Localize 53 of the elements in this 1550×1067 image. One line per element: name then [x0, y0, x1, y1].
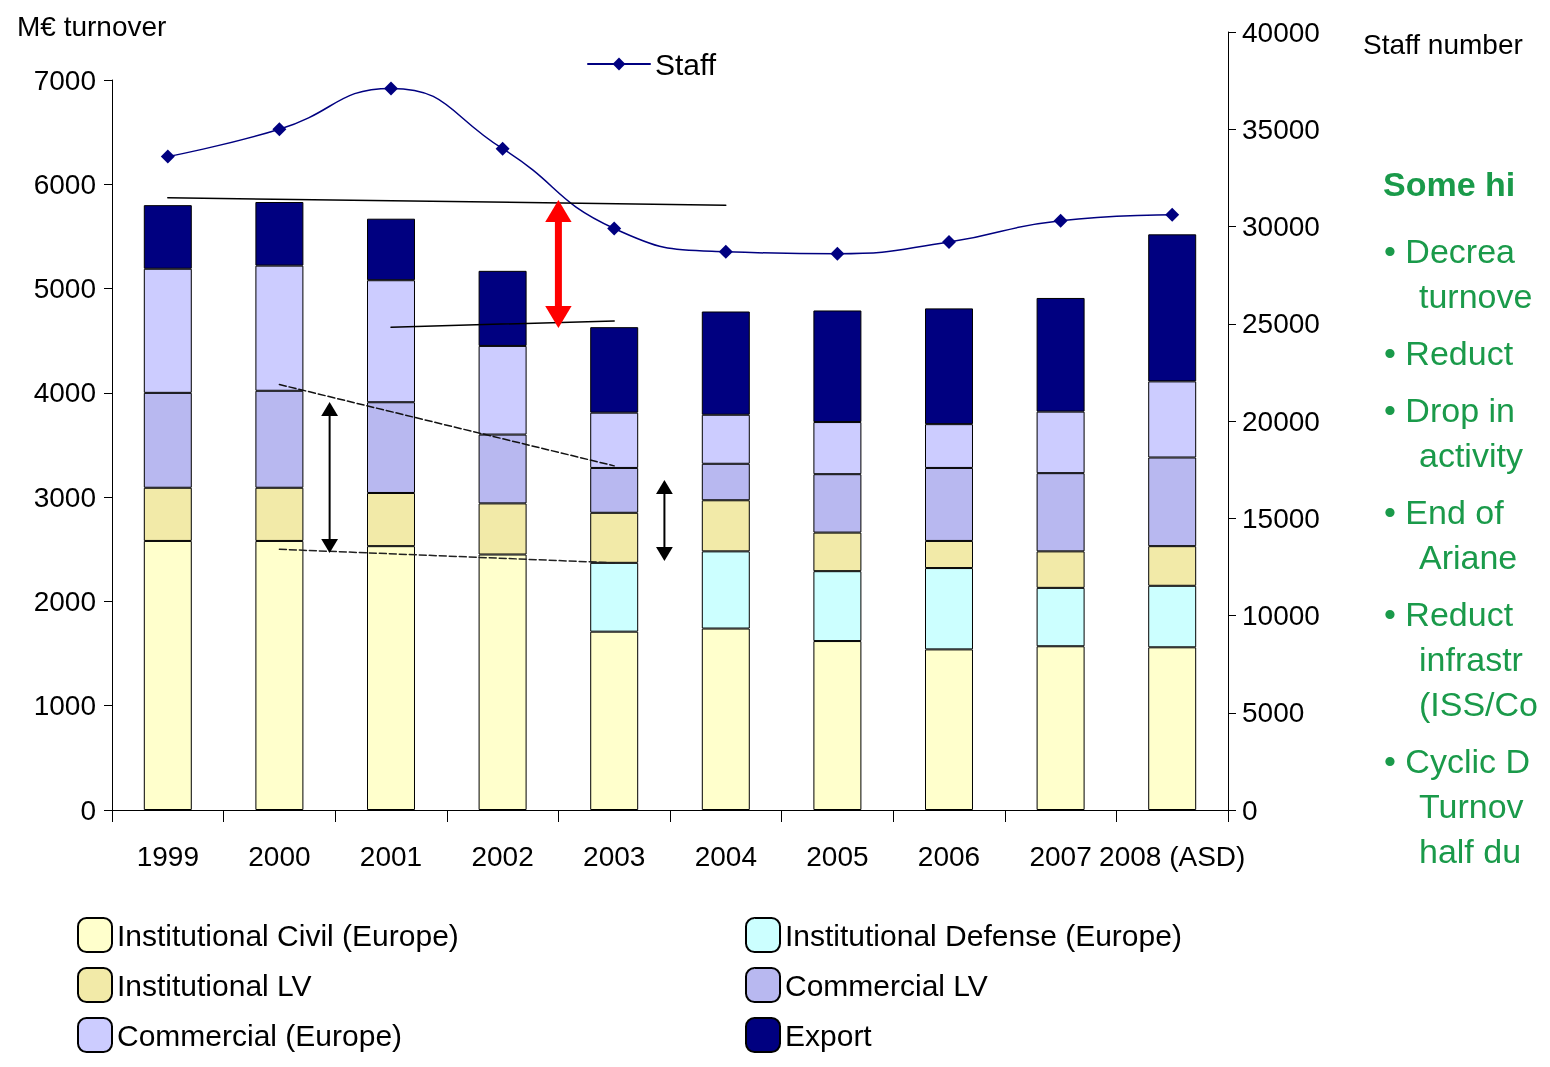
y-tick-label: 0 — [80, 794, 96, 826]
y2-tick-label: 30000 — [1242, 211, 1320, 242]
point — [1053, 213, 1068, 228]
y2-tick-label: 25000 — [1242, 308, 1320, 340]
y-tick-label: 2000 — [33, 585, 96, 617]
text: Some hi — [1383, 165, 1516, 203]
y-tick-label: 5000 — [33, 273, 96, 305]
y2-tick-label: 40000 — [1242, 16, 1320, 48]
text: • Decrea turnove — [1384, 232, 1533, 315]
point — [272, 122, 287, 137]
y-tick-label: 4000 — [33, 377, 96, 409]
text: • Drop in activity — [1384, 391, 1523, 474]
y-tick-label: 1000 — [33, 690, 96, 722]
legend-label: Export — [785, 1018, 873, 1052]
legend-label: Institutional Civil (Europe) — [117, 918, 459, 952]
x-tick-label: 2004 — [694, 840, 757, 872]
legend-label: Institutional LV — [117, 968, 312, 1002]
y2-tick-label: 10000 — [1242, 600, 1320, 631]
point — [718, 244, 733, 259]
y-tick-label: 7000 — [33, 64, 96, 96]
legend-label: Commercial LV — [785, 968, 988, 1002]
point — [607, 221, 622, 236]
x-tick-label: 2003 — [583, 840, 646, 872]
legend-label: Staff — [655, 47, 717, 81]
x-tick-label: 2002 — [471, 840, 534, 872]
point — [495, 141, 510, 156]
text: • Reduct — [1384, 334, 1514, 372]
x-tick-label: 2008 (ASD) — [1099, 840, 1246, 872]
point — [830, 246, 845, 261]
y2-tick-label: 5000 — [1242, 697, 1305, 729]
point — [384, 81, 398, 96]
text: • Reduct infrastr (ISS/Co — [1384, 595, 1539, 723]
y2-tick-label: 35000 — [1242, 113, 1320, 145]
point — [942, 235, 956, 250]
point — [160, 149, 175, 164]
y2-axis-title: Staff number — [1363, 28, 1523, 60]
x-tick-label: 2007 — [1029, 840, 1092, 872]
y-axis-title: M€ turnover — [17, 10, 167, 42]
x-tick-label: 2000 — [248, 840, 311, 872]
x-tick-label: 1999 — [136, 840, 199, 872]
legend-label: Institutional Defense (Europe) — [785, 918, 1182, 952]
point — [1165, 207, 1180, 222]
y2-tick-label: 20000 — [1242, 405, 1320, 437]
y2-tick-label: 15000 — [1242, 502, 1320, 534]
text: • Cyclic D Turnov half du — [1384, 742, 1531, 870]
y-tick-label: 3000 — [33, 481, 96, 513]
legend-label: Commercial (Europe) — [117, 1018, 403, 1052]
x-tick-label: 2006 — [917, 840, 981, 872]
y-tick-label: 6000 — [33, 168, 96, 200]
x-tick-label: 2001 — [359, 840, 423, 872]
text: • End of Ariane — [1384, 493, 1518, 576]
x-tick-label: 2005 — [806, 840, 869, 872]
y2-tick-label: 0 — [1242, 794, 1258, 826]
